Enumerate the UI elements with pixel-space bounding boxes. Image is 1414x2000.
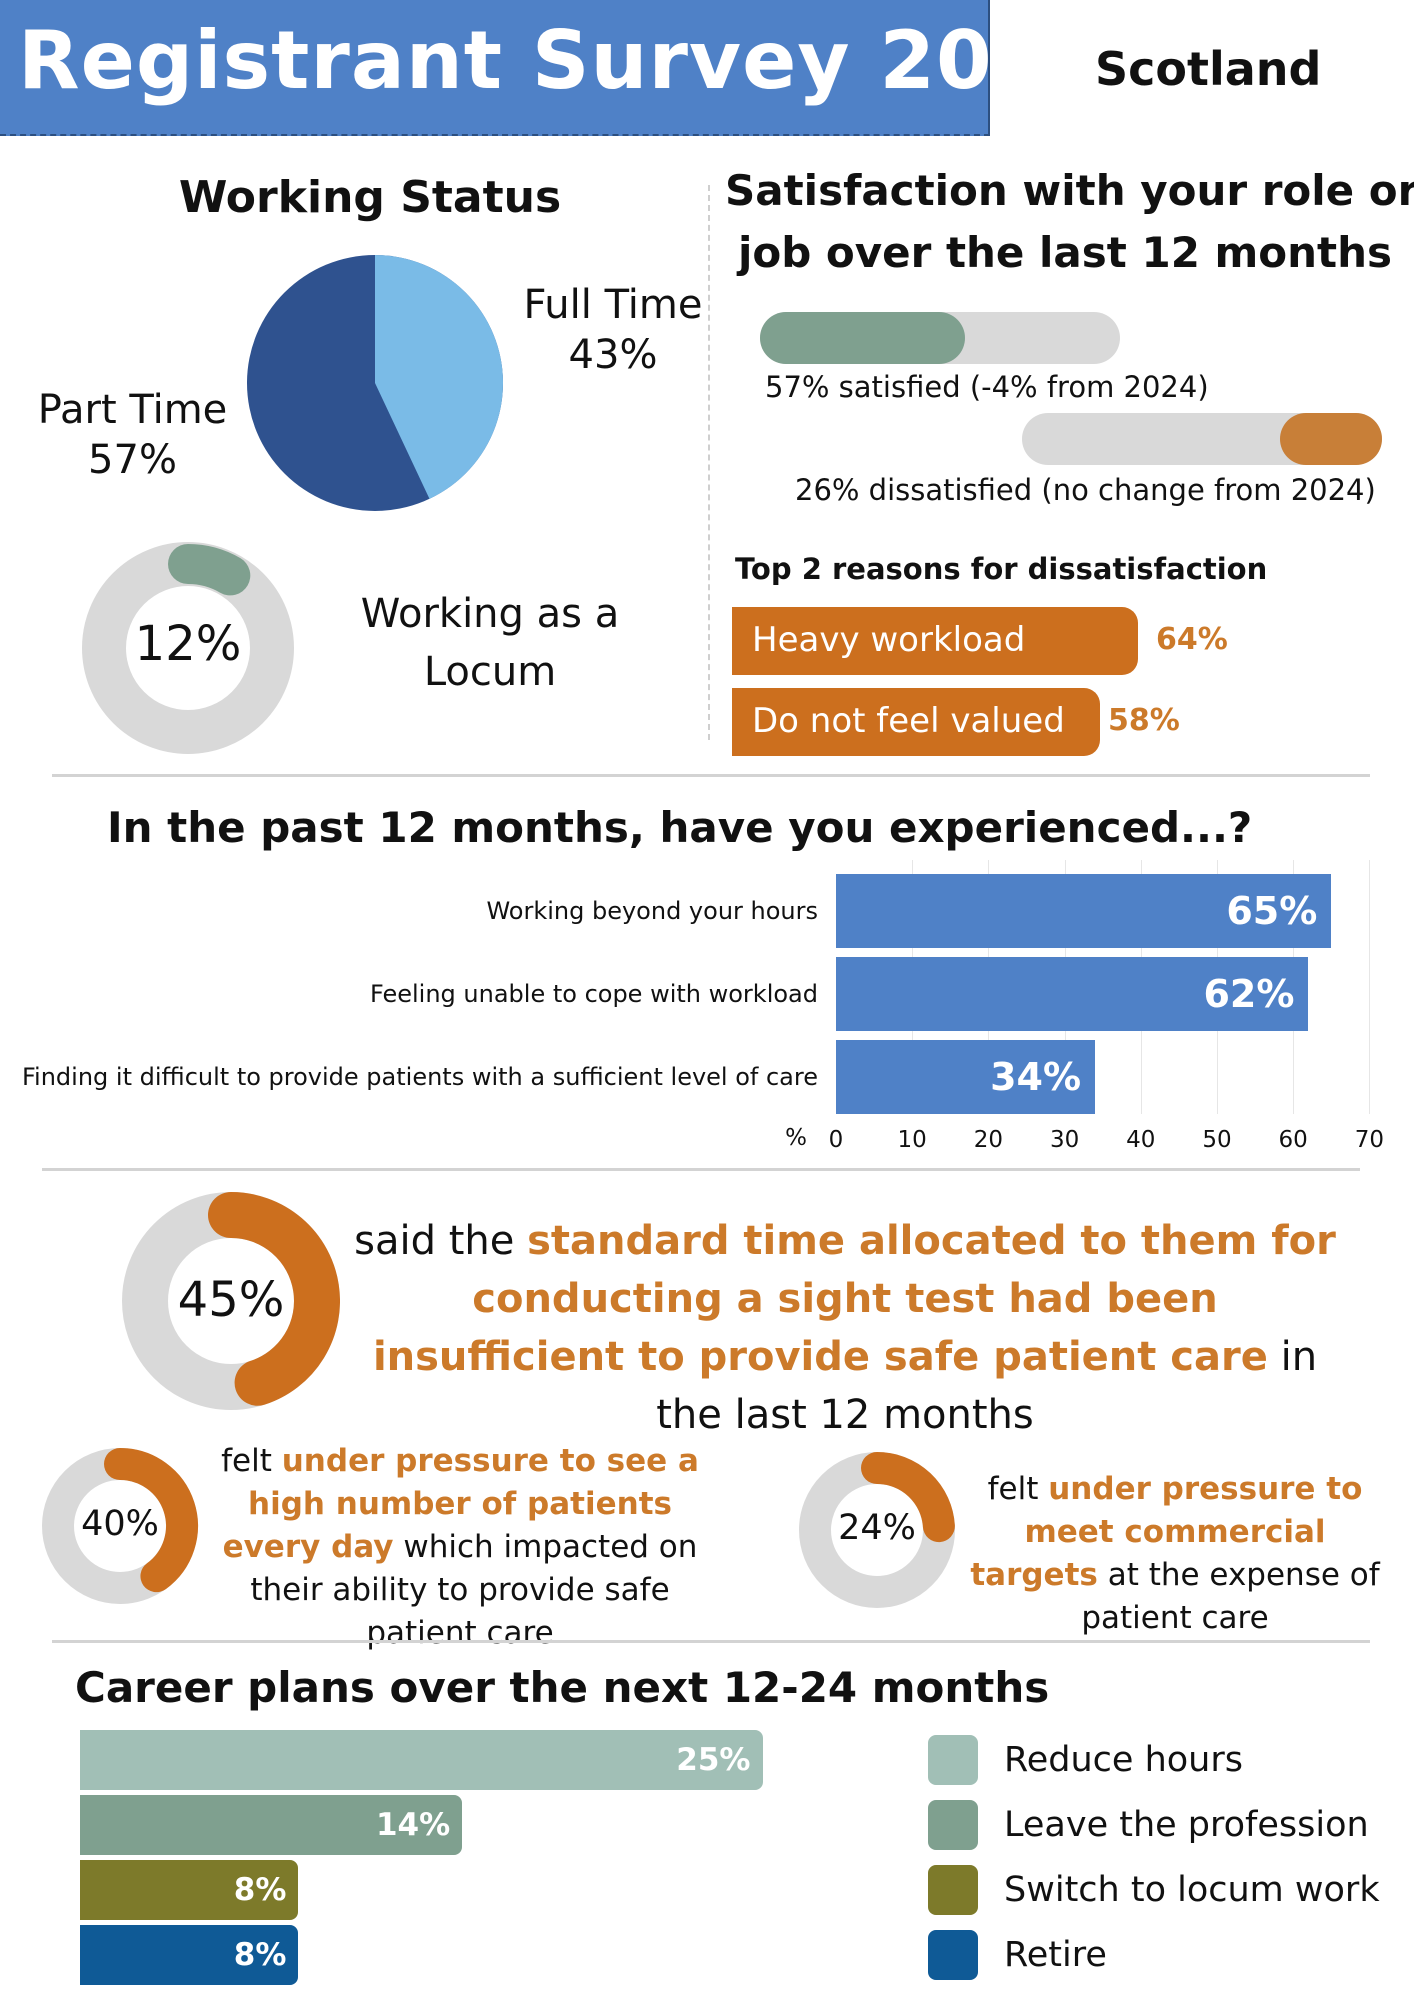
chart-tick-label: 30 bbox=[1049, 1127, 1080, 1153]
pressure-commercial-text-before: felt bbox=[987, 1471, 1049, 1507]
pressure-patients-text-before: felt bbox=[221, 1443, 282, 1479]
chart-tick-label: 0 bbox=[828, 1127, 844, 1153]
part-time-label: Part Time 57% bbox=[20, 385, 245, 485]
pie-slice-full-time bbox=[375, 255, 504, 499]
pressure-patients-text: felt under pressure to see a high number… bbox=[205, 1440, 715, 1655]
region-label: Scotland bbox=[1095, 42, 1322, 96]
sight-test-text-after: in the last 12 months bbox=[656, 1334, 1318, 1438]
sight-test-text: said the standard time allocated to them… bbox=[340, 1212, 1350, 1444]
chart-gridline bbox=[1369, 860, 1371, 1114]
reason-pct: 64% bbox=[1156, 622, 1228, 657]
vertical-divider bbox=[708, 185, 710, 740]
pressure-commercial-text-after: at the expense of patient care bbox=[1081, 1557, 1380, 1636]
legend-swatch bbox=[928, 1735, 978, 1785]
sight-test-donut bbox=[122, 1192, 340, 1410]
locum-pct: 12% bbox=[134, 616, 242, 672]
chart-category-label: Working beyond your hours bbox=[486, 897, 818, 925]
locum-label: Working as a Locum bbox=[340, 585, 640, 701]
pressure-patients-donut bbox=[42, 1448, 198, 1604]
legend-label: Reduce hours bbox=[1004, 1740, 1243, 1780]
pressure-commercial-donut-arc bbox=[861, 1452, 955, 1543]
chart-bar: 34% bbox=[836, 1040, 1096, 1114]
satisfaction-title: Satisfaction with your role or job over … bbox=[725, 160, 1414, 284]
reason-bar-heavy-workload: Heavy workload bbox=[732, 607, 1138, 675]
sight-test-text-before: said the bbox=[354, 1218, 528, 1264]
reason-label: Heavy workload bbox=[752, 620, 1026, 660]
section-divider bbox=[42, 1168, 1360, 1171]
career-bar: 8% bbox=[80, 1860, 299, 1920]
career-bar: 25% bbox=[80, 1730, 763, 1790]
chart-bar-value-label: 34% bbox=[990, 1055, 1082, 1099]
experienced-chart-title: In the past 12 months, have you experien… bbox=[107, 803, 1253, 852]
legend-label: Leave the profession bbox=[1004, 1805, 1369, 1845]
legend-swatch bbox=[928, 1930, 978, 1980]
part-time-label-text: Part Time bbox=[37, 387, 228, 433]
pressure-patients-pct: 40% bbox=[81, 1504, 159, 1544]
satisfied-fill bbox=[760, 312, 965, 364]
chart-tick-label: 50 bbox=[1202, 1127, 1232, 1153]
chart-category-label: Feeling unable to cope with workload bbox=[369, 980, 818, 1008]
chart-category-label: Finding it difficult to provide patients… bbox=[21, 1063, 818, 1091]
section-divider bbox=[52, 774, 1370, 777]
part-time-pct: 57% bbox=[88, 437, 177, 483]
title-banner bbox=[0, 0, 990, 136]
dissatisfied-text: 26% dissatisfied (no change from 2024) bbox=[795, 473, 1376, 507]
locum-label-line2: Locum bbox=[423, 649, 557, 695]
chart-bar: 65% bbox=[836, 874, 1332, 948]
reasons-title: Top 2 reasons for dissatisfaction bbox=[735, 552, 1268, 586]
full-time-label-text: Full Time bbox=[523, 282, 703, 328]
chart-tick-label: 10 bbox=[897, 1127, 927, 1153]
reason-bar-not-valued: Do not feel valued bbox=[732, 688, 1100, 756]
career-plans-legend: Reduce hours Leave the profession Switch t… bbox=[928, 1735, 1388, 1995]
pressure-commercial-donut bbox=[799, 1452, 955, 1608]
legend-swatch bbox=[928, 1800, 978, 1850]
chart-bar-value-label: 65% bbox=[1226, 889, 1318, 933]
legend-label: Retire bbox=[1004, 1935, 1107, 1975]
legend-swatch bbox=[928, 1865, 978, 1915]
full-time-label: Full Time 43% bbox=[508, 280, 718, 380]
career-bar: 14% bbox=[80, 1795, 463, 1855]
career-bar-value-label: 8% bbox=[233, 1937, 287, 1973]
working-status-pie bbox=[247, 255, 504, 511]
sight-test-text-highlight: standard time allocated to them for cond… bbox=[372, 1218, 1336, 1380]
career-plans-bars: 25% 14% 8% 8% bbox=[0, 1730, 900, 1990]
satisfaction-title-line2: job over the last 12 months bbox=[737, 228, 1393, 277]
pressure-commercial-pct: 24% bbox=[838, 1508, 916, 1548]
career-bar-value-label: 8% bbox=[233, 1872, 287, 1908]
satisfied-text: 57% satisfied (-4% from 2024) bbox=[765, 370, 1209, 404]
chart-tick-label: 20 bbox=[973, 1127, 1004, 1153]
chart-tick-label: 40 bbox=[1126, 1127, 1156, 1153]
sight-test-pct: 45% bbox=[177, 1272, 285, 1328]
career-plans-title: Career plans over the next 12-24 months bbox=[75, 1663, 1050, 1712]
chart-tick-label: 70 bbox=[1354, 1127, 1385, 1153]
satisfaction-title-line1: Satisfaction with your role or bbox=[725, 166, 1414, 215]
pressure-commercial-text: felt under pressure to meet commercial t… bbox=[960, 1468, 1390, 1640]
experienced-chart: 0 10 20 30 40 50 60 70% 65% Working beyond your h… bbox=[0, 860, 1414, 1160]
working-status-title: Working Status bbox=[178, 172, 562, 223]
chart-tick-label: 60 bbox=[1278, 1127, 1308, 1153]
page-title: Registrant Survey 2025 bbox=[18, 14, 1106, 107]
pressure-patients-text-after: which impacted on their ability to provi… bbox=[250, 1529, 698, 1651]
career-bar-value-label: 14% bbox=[375, 1807, 451, 1843]
reason-pct: 58% bbox=[1108, 703, 1180, 738]
chart-bar: 62% bbox=[836, 957, 1309, 1031]
career-bar: 8% bbox=[80, 1925, 299, 1985]
locum-donut-arc bbox=[168, 544, 251, 596]
pressure-commercial-text-highlight: under pressure to meet commercial target… bbox=[970, 1471, 1363, 1593]
section-divider bbox=[52, 1640, 1370, 1643]
chart-axis-unit: % bbox=[785, 1125, 807, 1151]
reason-label: Do not feel valued bbox=[752, 701, 1065, 741]
pressure-patients-donut-arc bbox=[104, 1448, 198, 1593]
pressure-patients-text-highlight: under pressure to see a high number of p… bbox=[222, 1443, 699, 1565]
career-bar-value-label: 25% bbox=[676, 1742, 751, 1778]
legend-label: Switch to locum work bbox=[1004, 1870, 1380, 1910]
full-time-pct: 43% bbox=[568, 332, 658, 378]
locum-donut bbox=[82, 542, 294, 754]
sight-test-donut-arc bbox=[208, 1192, 340, 1406]
dissatisfied-fill bbox=[1280, 413, 1382, 465]
locum-label-line1: Working as a bbox=[360, 591, 620, 637]
chart-bar-value-label: 62% bbox=[1203, 972, 1295, 1016]
